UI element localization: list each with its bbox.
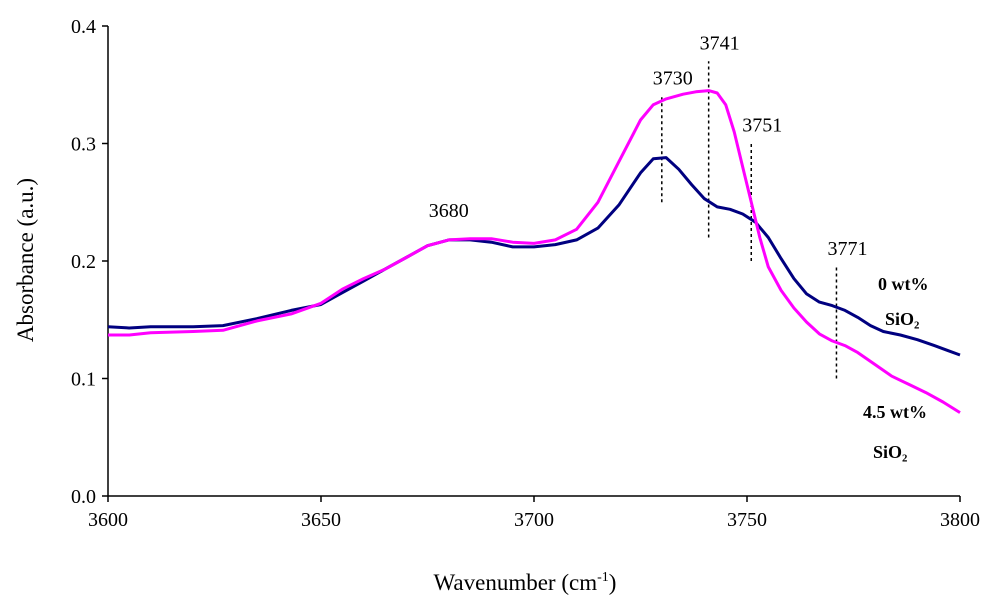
y-tick-label: 0.4 — [71, 16, 96, 38]
x-axis-ticks: 3600 3650 3700 3750 3800 — [88, 496, 980, 531]
y-tick-label: 0.3 — [71, 134, 96, 156]
series-1-label-line1: 4.5 wt% — [863, 402, 927, 422]
y-tick-label: 0.2 — [71, 251, 96, 273]
x-axis-title-sup: -1 — [597, 570, 609, 585]
peak-label: 3751 — [742, 115, 782, 137]
series-0-label: 0 wt% SiO₂ — [878, 274, 929, 329]
series-0-label-line2: SiO₂ — [885, 309, 919, 329]
x-axis-title-close: ) — [609, 570, 617, 595]
peak-label: 3741 — [700, 32, 740, 54]
y-tick-label: 0.0 — [71, 486, 96, 508]
series-0-label-line1: 0 wt% — [878, 274, 929, 294]
x-tick-label: 3600 — [88, 509, 128, 531]
plot-area — [107, 26, 960, 497]
x-axis-title-main: Wavenumber (cm — [434, 570, 598, 595]
x-tick-label: 3800 — [940, 509, 980, 531]
series-line-1 — [108, 89, 961, 414]
y-tick-label: 0.1 — [71, 369, 96, 391]
peak-label: 3730 — [653, 68, 693, 90]
x-tick-label: 3750 — [727, 509, 767, 531]
series-1-label-line2: SiO₂ — [873, 442, 907, 462]
y-axis-title: Absorbance (a.u.) — [13, 178, 38, 342]
series-1-label: 4.5 wt% SiO₂ — [863, 402, 927, 462]
x-axis-title: Wavenumber (cm-1) — [434, 570, 617, 595]
x-tick-label: 3650 — [301, 509, 341, 531]
peak-annotations: 3680 3730 3741 3751 3771 — [429, 32, 867, 379]
x-tick-label: 3700 — [514, 509, 554, 531]
series-group — [107, 89, 961, 414]
peak-label: 3680 — [429, 200, 469, 222]
peak-label: 3771 — [827, 238, 867, 260]
series-line-0 — [107, 156, 961, 357]
y-axis-ticks: 0.0 0.1 0.2 0.3 0.4 — [71, 16, 108, 508]
